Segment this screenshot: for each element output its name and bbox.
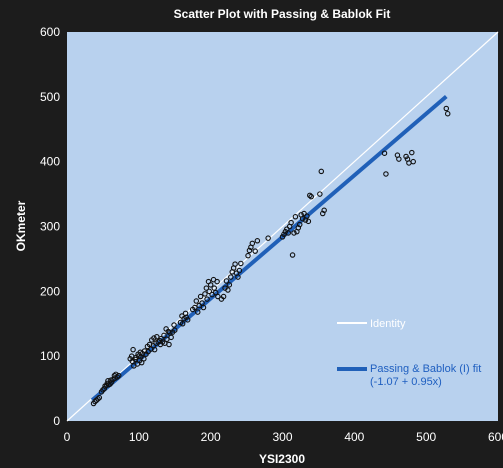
legend: Identity Passing & Bablok (I) fit (-1.07…	[337, 318, 481, 388]
x-tick-label: 400	[344, 430, 364, 444]
x-tick-label: 500	[416, 430, 436, 444]
data-point	[291, 230, 297, 236]
y-tick-label: 600	[40, 25, 60, 39]
data-point	[168, 334, 174, 341]
data-point	[161, 332, 167, 339]
x-tick-label: 100	[129, 430, 149, 444]
data-point	[238, 260, 244, 267]
data-point	[184, 317, 191, 323]
legend-fit-equation: (-1.07 + 0.95x)	[370, 376, 442, 388]
data-point	[225, 287, 231, 293]
data-point	[96, 394, 103, 401]
data-point	[203, 285, 210, 291]
data-point	[396, 156, 402, 162]
chart-title: Scatter Plot with Passing & Bablok Fit	[174, 7, 391, 21]
x-tick-label: 200	[201, 430, 221, 444]
y-axis-title: OKmeter	[14, 200, 28, 251]
passing-bablok-fit-line	[90, 94, 448, 402]
data-point	[226, 282, 233, 288]
data-point	[252, 248, 258, 254]
data-point	[192, 304, 198, 311]
y-tick-label: 100	[40, 349, 60, 363]
data-point	[206, 288, 212, 295]
y-tick-label: 200	[40, 284, 60, 298]
x-axis-title: YSI2300	[259, 452, 305, 466]
x-axis-ticks: 0 100 200 300 400 500 600	[64, 430, 503, 444]
data-point	[249, 240, 256, 247]
data-point	[317, 191, 323, 197]
data-point	[318, 168, 325, 175]
data-point	[214, 278, 220, 285]
data-point	[304, 213, 310, 219]
data-point	[151, 346, 158, 353]
x-tick-label: 600	[488, 430, 503, 444]
data-point	[202, 291, 208, 297]
data-point	[292, 214, 299, 220]
x-tick-label: 0	[64, 430, 71, 444]
data-point	[204, 296, 210, 302]
y-tick-label: 300	[40, 220, 60, 234]
data-point	[409, 149, 415, 156]
data-point	[228, 274, 234, 280]
data-point	[381, 150, 388, 156]
data-point	[179, 320, 186, 327]
y-tick-label: 400	[40, 155, 60, 169]
data-point	[172, 327, 178, 333]
data-point	[115, 372, 122, 379]
data-point	[197, 293, 204, 300]
data-point	[235, 274, 241, 280]
data-point	[130, 346, 136, 353]
data-point	[444, 110, 451, 117]
legend-identity-label: Identity	[370, 318, 406, 330]
data-point	[215, 293, 221, 300]
data-point	[223, 278, 230, 284]
data-point	[194, 309, 201, 315]
data-point	[166, 341, 172, 348]
data-point	[236, 267, 243, 274]
legend-fit-label: Passing & Bablok (I) fit	[370, 363, 481, 375]
data-point	[410, 158, 416, 165]
data-point	[307, 192, 313, 199]
data-point	[207, 282, 214, 288]
data-point	[114, 374, 121, 380]
data-point	[200, 304, 207, 311]
data-point	[193, 298, 200, 304]
data-point	[289, 252, 296, 258]
data-point	[164, 336, 170, 343]
data-point	[265, 235, 271, 241]
data-point	[141, 356, 147, 362]
y-tick-label: 0	[53, 414, 60, 428]
x-tick-label: 300	[272, 430, 292, 444]
data-point	[288, 219, 294, 226]
data-point	[443, 105, 450, 112]
data-point	[151, 335, 157, 341]
data-point	[171, 322, 177, 328]
data-point	[383, 171, 389, 177]
y-axis-ticks: 0 100 200 300 400 500 600	[40, 25, 60, 428]
y-tick-label: 500	[40, 90, 60, 104]
data-point	[321, 207, 327, 214]
data-point	[285, 230, 291, 236]
data-point	[232, 261, 238, 267]
data-point	[245, 252, 251, 259]
data-point	[308, 193, 314, 200]
data-point	[254, 238, 261, 244]
data-point	[305, 218, 312, 225]
data-point	[299, 215, 306, 222]
data-point	[296, 221, 303, 228]
data-point	[154, 333, 160, 340]
data-points	[90, 105, 451, 407]
data-point	[220, 293, 227, 300]
data-point	[95, 396, 101, 402]
